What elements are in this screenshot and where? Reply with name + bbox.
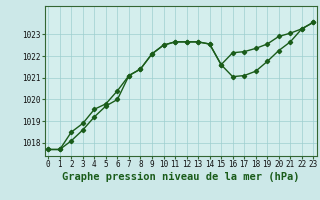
X-axis label: Graphe pression niveau de la mer (hPa): Graphe pression niveau de la mer (hPa) <box>62 172 300 182</box>
